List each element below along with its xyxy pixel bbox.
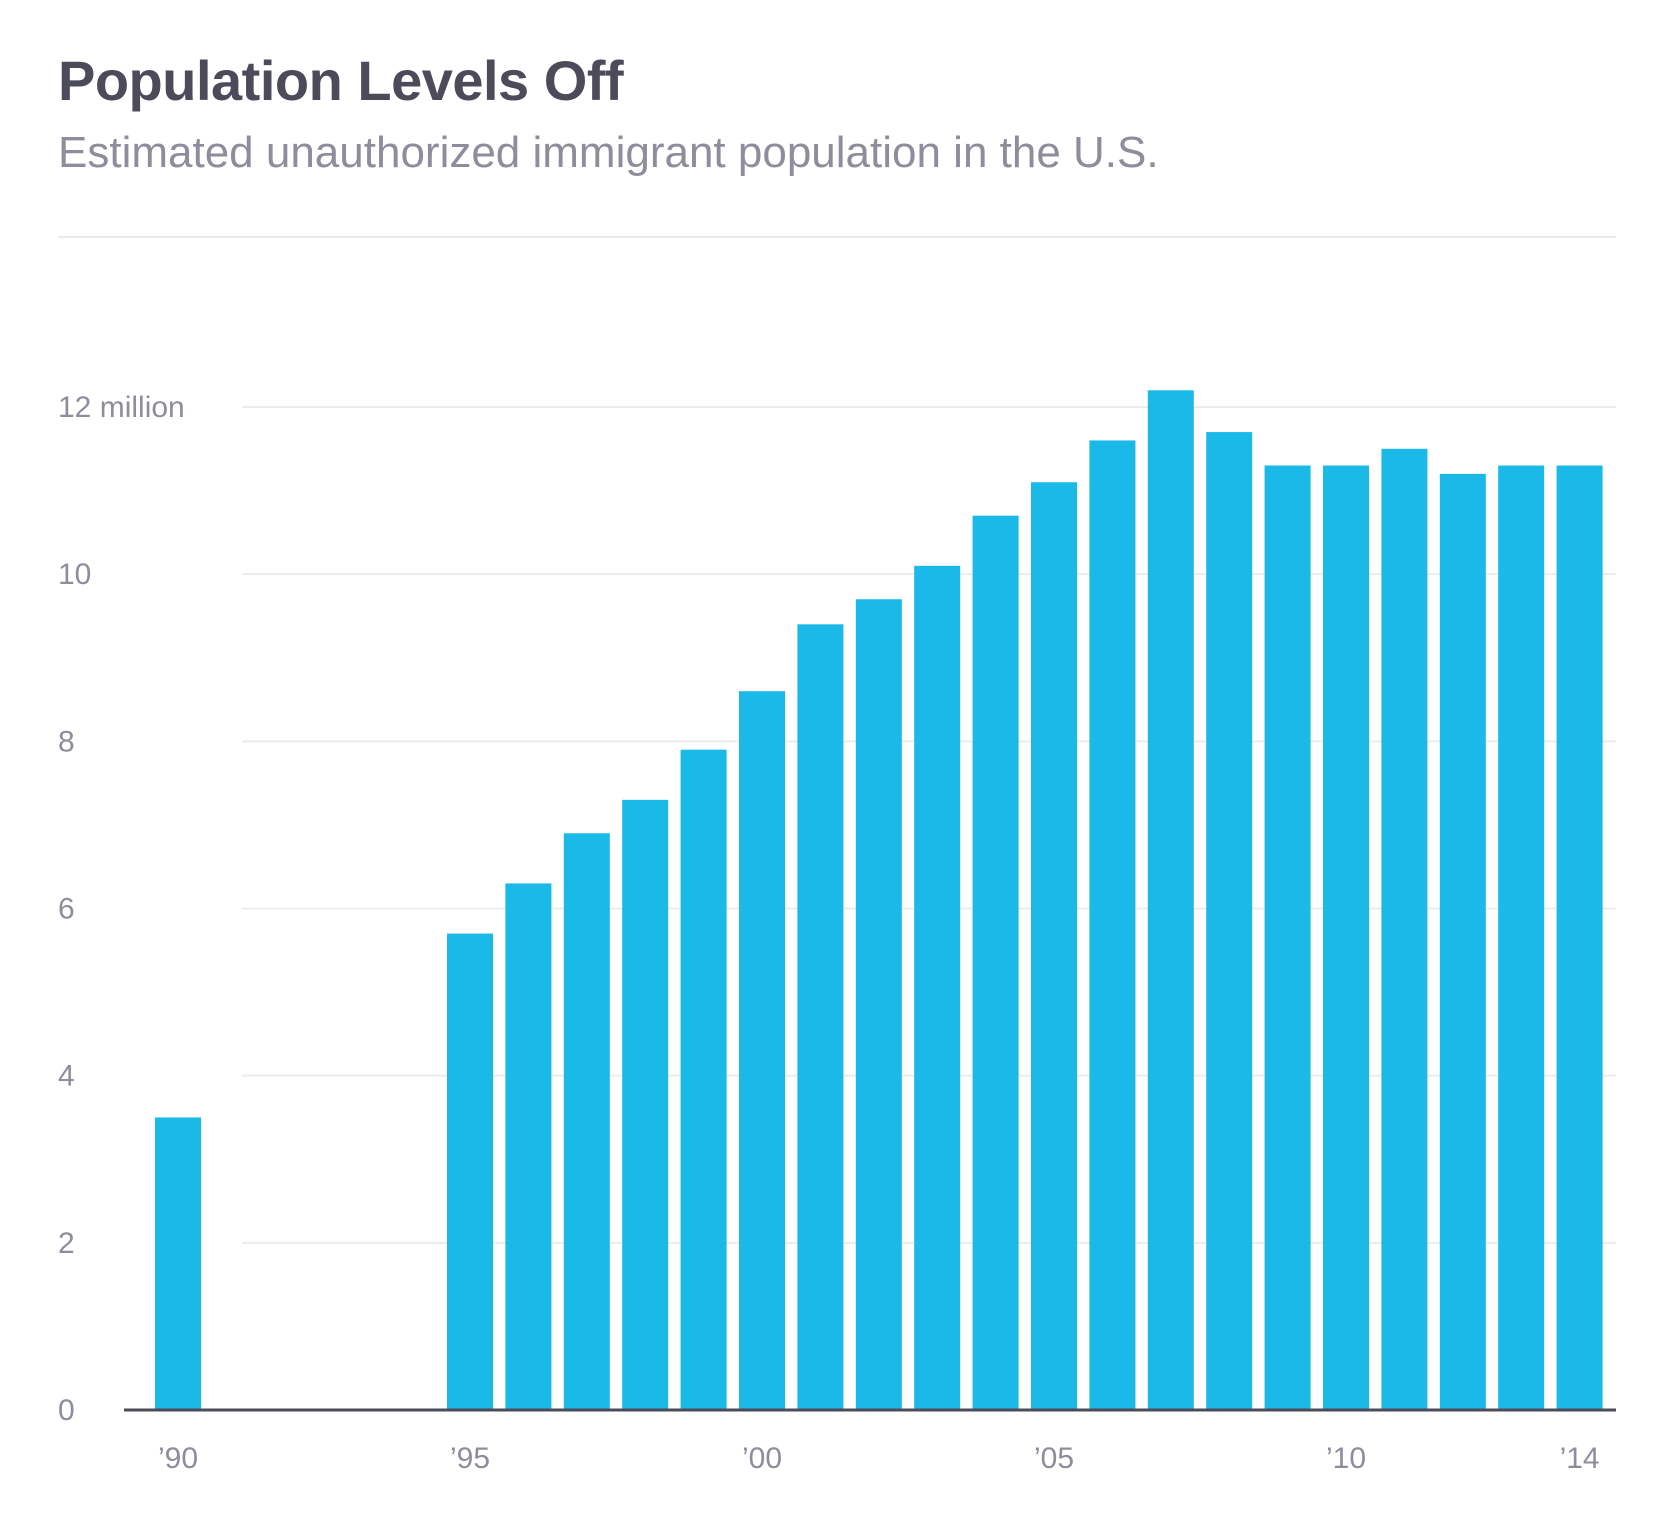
bar xyxy=(972,515,1019,1410)
header-divider xyxy=(58,236,1616,238)
bar xyxy=(855,599,902,1410)
x-tick-label: ’95 xyxy=(450,1442,490,1475)
x-axis-ticks: ’90 ’95 ’00 ’05 ’10 ’14 xyxy=(158,1442,1600,1475)
bar xyxy=(680,749,727,1410)
y-tick-label: 0 xyxy=(58,1394,75,1427)
bar xyxy=(1439,473,1486,1410)
bar xyxy=(1206,432,1253,1410)
y-tick-label: 10 xyxy=(58,558,91,591)
bar xyxy=(447,933,493,1410)
bar xyxy=(505,883,552,1410)
bar xyxy=(1089,440,1136,1410)
bar xyxy=(797,624,844,1410)
bar xyxy=(914,565,961,1410)
bar xyxy=(1381,448,1428,1411)
chart-subtitle: Estimated unauthorized immigrant populat… xyxy=(58,128,1159,177)
bar xyxy=(622,799,669,1410)
x-tick-label: ’90 xyxy=(158,1442,198,1475)
bar xyxy=(1031,482,1077,1411)
bar xyxy=(1323,465,1369,1411)
bar xyxy=(563,833,610,1410)
x-tick-label: ’00 xyxy=(742,1442,782,1475)
bar xyxy=(1498,465,1545,1411)
y-tick-label: 2 xyxy=(58,1227,75,1260)
bar xyxy=(1147,390,1194,1410)
bars xyxy=(155,390,1603,1411)
bar xyxy=(739,691,785,1410)
y-tick-label: 6 xyxy=(58,893,75,926)
y-tick-label: 12 million xyxy=(58,391,185,424)
y-axis-ticks: 0 2 4 6 8 10 12 million xyxy=(58,391,185,1427)
x-tick-label: ’14 xyxy=(1560,1442,1600,1475)
chart-title: Population Levels Off xyxy=(58,49,624,112)
bar xyxy=(1556,465,1603,1411)
x-tick-label: ’05 xyxy=(1034,1442,1074,1475)
bar xyxy=(1264,465,1311,1411)
x-tick-label: ’10 xyxy=(1326,1442,1366,1475)
bar xyxy=(155,1117,201,1410)
y-tick-label: 8 xyxy=(58,725,75,758)
y-tick-label: 4 xyxy=(58,1060,75,1093)
